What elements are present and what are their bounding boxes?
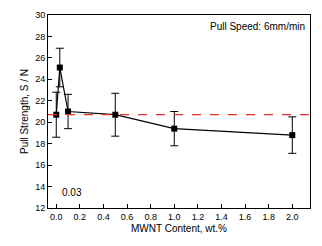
svg-text:26: 26 [35, 53, 45, 63]
svg-text:0.2: 0.2 [74, 212, 87, 222]
svg-text:0.4: 0.4 [97, 212, 110, 222]
svg-text:Pull Strength, S / N: Pull Strength, S / N [19, 69, 30, 154]
svg-text:0.6: 0.6 [121, 212, 134, 222]
svg-text:22: 22 [35, 96, 45, 106]
svg-text:30: 30 [35, 10, 45, 20]
svg-text:0.0: 0.0 [50, 212, 63, 222]
svg-text:Pull Speed: 6mm/min: Pull Speed: 6mm/min [210, 21, 305, 32]
svg-text:1.4: 1.4 [215, 212, 228, 222]
svg-text:28: 28 [35, 32, 45, 42]
svg-text:1.6: 1.6 [239, 212, 252, 222]
svg-text:0.03: 0.03 [62, 187, 82, 198]
svg-text:2.0: 2.0 [286, 212, 299, 222]
svg-text:1.0: 1.0 [168, 212, 181, 222]
svg-text:20: 20 [35, 117, 45, 127]
svg-text:18: 18 [35, 139, 45, 149]
svg-text:1.8: 1.8 [262, 212, 275, 222]
svg-text:14: 14 [35, 182, 45, 192]
svg-text:12: 12 [35, 203, 45, 213]
svg-text:MWNT Content, wt.%: MWNT Content, wt.% [131, 223, 227, 234]
svg-text:1.2: 1.2 [192, 212, 205, 222]
svg-text:0.8: 0.8 [144, 212, 157, 222]
svg-text:24: 24 [35, 74, 45, 84]
svg-text:16: 16 [35, 160, 45, 170]
